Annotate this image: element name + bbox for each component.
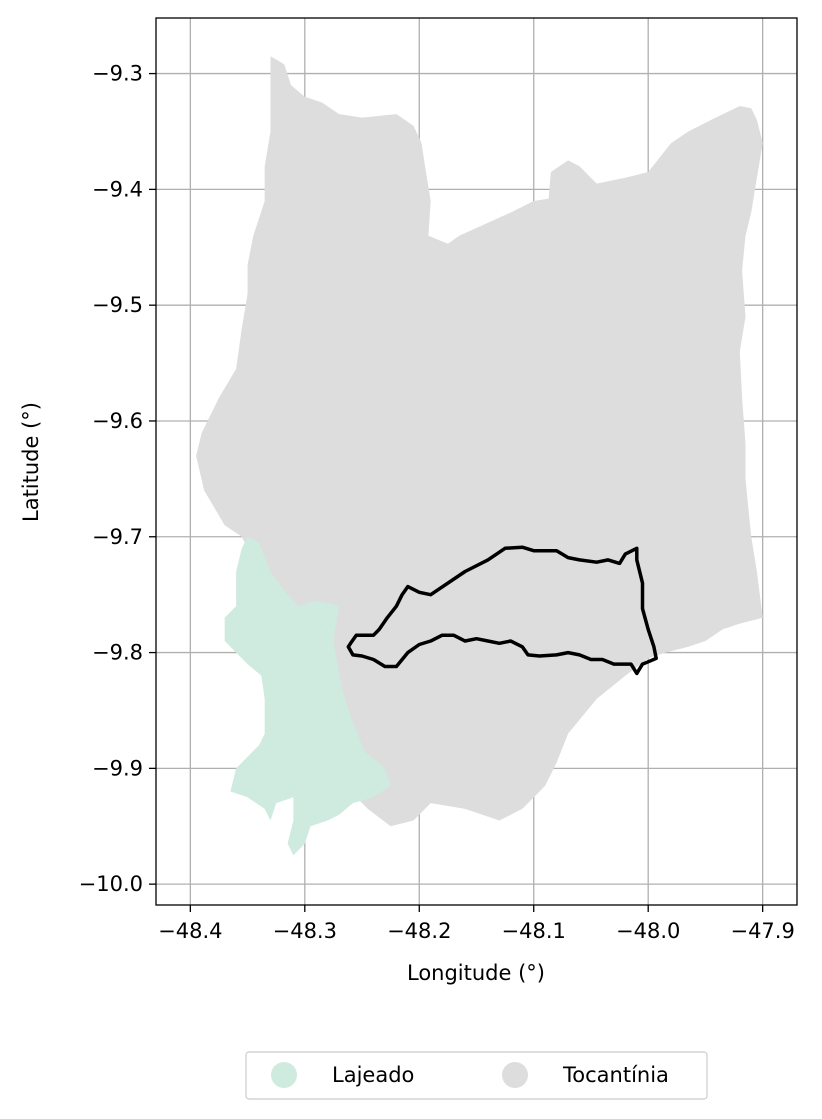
y-tick-label: −9.4 [92, 177, 143, 201]
y-tick-label: −9.6 [92, 409, 143, 433]
region-tocantinia [196, 56, 763, 827]
y-tick-label: −9.3 [92, 62, 143, 86]
region-outline [346, 545, 658, 676]
y-tick-label: −9.9 [92, 756, 143, 780]
y-tick-label: −9.7 [92, 525, 143, 549]
legend-label-lajeado: Lajeado [332, 1063, 414, 1087]
x-tick-label: −48.3 [273, 919, 337, 943]
legend-frame [245, 1051, 708, 1100]
region-lajeado [224, 536, 391, 856]
legend-swatch-lajeado [271, 1062, 297, 1088]
y-tick-label: −10.0 [79, 872, 143, 896]
x-tick-label: −48.1 [502, 919, 566, 943]
axis-ticks: −48.4 −48.3 −48.2 −48.1 −48.0 −47.9 −9.3 −9.4 −9… [79, 62, 795, 943]
y-tick-label: −9.8 [92, 641, 143, 665]
map-regions [196, 56, 763, 856]
legend-swatch-tocantinia [502, 1062, 528, 1088]
legend-label-tocantinia: Tocantínia [562, 1063, 669, 1087]
x-tick-label: −48.4 [158, 919, 222, 943]
y-axis-label: Latitude (°) [19, 402, 43, 522]
y-tick-label: −9.5 [92, 293, 143, 317]
x-tick-label: −47.9 [730, 919, 794, 943]
x-axis-label: Longitude (°) [407, 961, 545, 985]
plot-frame [155, 17, 798, 906]
legend: Lajeado Tocantínia [245, 1051, 708, 1100]
x-tick-label: −48.0 [616, 919, 680, 943]
x-tick-label: −48.2 [387, 919, 451, 943]
